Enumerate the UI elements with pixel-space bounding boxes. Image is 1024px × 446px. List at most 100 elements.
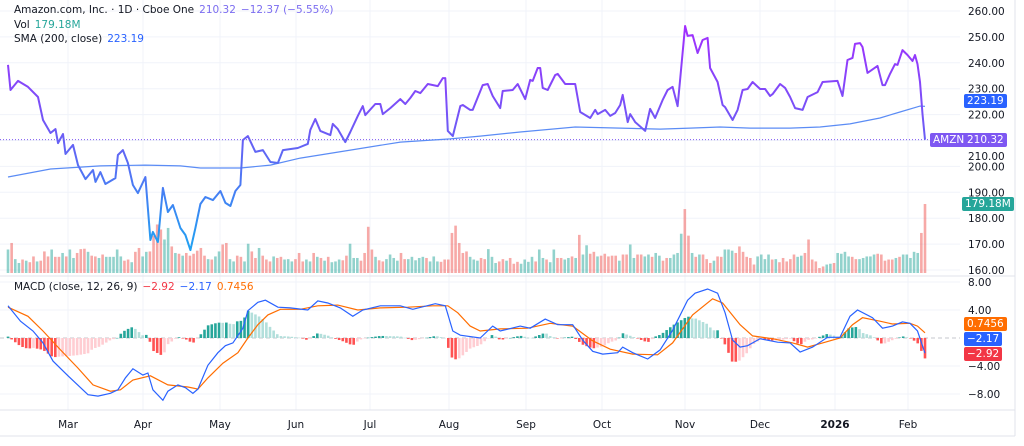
volume-bar xyxy=(345,255,348,273)
volume-bar xyxy=(214,256,217,273)
volume-bar xyxy=(861,257,865,273)
volume-legend[interactable]: Vol 179.18M xyxy=(14,18,86,32)
volume-bar xyxy=(654,252,658,273)
volume-bar xyxy=(330,262,334,273)
macd-histogram-bar xyxy=(356,338,359,342)
macd-histogram-bar xyxy=(123,330,126,338)
volume-bar xyxy=(709,262,712,273)
macd-histogram-bar xyxy=(32,338,35,348)
macd-histogram-bar xyxy=(64,338,68,357)
macd-histogram-bar xyxy=(214,323,217,338)
volume-bar xyxy=(472,259,476,273)
price-axis-label: 210.00 xyxy=(968,151,1005,163)
volume-bar xyxy=(516,261,519,273)
volume-bar xyxy=(174,252,177,273)
volume-bar xyxy=(563,259,567,273)
sma-legend[interactable]: SMA (200, close) 223.19 xyxy=(14,32,149,46)
macd-histogram-bar xyxy=(749,338,752,349)
sma-label: SMA (200, close) xyxy=(14,33,103,45)
macd-value: −2.17 xyxy=(179,281,212,293)
volume-bar xyxy=(716,256,719,273)
volume-bar xyxy=(661,260,665,273)
volume-bar xyxy=(581,254,585,273)
volume-bar xyxy=(858,259,861,273)
volume-bar xyxy=(246,243,250,273)
macd-histogram-bar xyxy=(104,338,108,343)
volume-bar xyxy=(279,256,283,273)
macd-histogram-bar xyxy=(450,338,454,358)
macd-histogram-bar xyxy=(54,338,57,358)
macd-histogram-bar xyxy=(319,333,323,338)
volume-bar xyxy=(119,256,123,273)
volume-bar xyxy=(217,251,221,273)
macd-signal-value: 0.7456 xyxy=(216,281,254,293)
macd-histogram-bar xyxy=(35,338,39,349)
signal-tag: 0.7456 xyxy=(964,317,1007,331)
volume-bar xyxy=(468,256,472,273)
volume-bar xyxy=(618,260,621,273)
macd-histogram-bar xyxy=(17,338,21,346)
volume-bar xyxy=(679,233,683,273)
volume-bar xyxy=(421,256,425,273)
macd-histogram-bar xyxy=(301,338,305,339)
volume-bar xyxy=(406,259,410,273)
time-axis-label: Sep xyxy=(516,419,536,431)
signal-line xyxy=(7,298,926,392)
volume-bar xyxy=(348,243,352,273)
volume-bar xyxy=(730,250,734,273)
volume-bar xyxy=(501,259,505,273)
volume-bar xyxy=(596,256,599,273)
macd-histogram-bar xyxy=(643,338,647,342)
macd-histogram-bar xyxy=(225,322,228,338)
symbol-line[interactable]: Amazon.com, Inc. · 1D · Cboe One xyxy=(14,4,195,16)
macd-histogram-bar xyxy=(410,338,414,341)
volume-bar xyxy=(297,252,301,273)
macd-histogram-bar xyxy=(399,336,403,338)
sma-line xyxy=(7,105,926,178)
macd-histogram-bar xyxy=(385,336,388,338)
macd-axis-label: 4.00 xyxy=(968,305,991,317)
volume-bar xyxy=(72,257,75,273)
macd-histogram-bar xyxy=(97,338,101,347)
macd-histogram-bar xyxy=(741,338,745,358)
macd-histogram-bar xyxy=(716,330,719,338)
volume-bar xyxy=(206,259,210,273)
macd-histogram-bar xyxy=(297,337,301,339)
axes[interactable]: 260.00 250.00 240.00 230.00 220.00 210.00200.… xyxy=(58,6,1005,431)
macd-histogram-bar xyxy=(279,336,283,338)
volume-bar xyxy=(257,247,261,273)
macd-histogram-bar xyxy=(516,336,519,338)
macd-histogram-bar xyxy=(898,337,901,338)
macd-histogram-bar xyxy=(712,330,716,338)
macd-histogram-bar xyxy=(785,338,789,340)
macd-histogram-bar xyxy=(396,336,399,338)
macd-histogram-bar xyxy=(767,338,770,341)
sma-tag: 223.19 xyxy=(964,94,1007,108)
volume-bar xyxy=(152,235,155,273)
macd-histogram-bar xyxy=(290,336,294,338)
volume-bar xyxy=(388,254,392,273)
volume-bar xyxy=(50,249,53,273)
macd-histogram-bar xyxy=(192,338,195,343)
volume-tag: 179.18M xyxy=(962,197,1014,211)
volume-bar xyxy=(108,256,112,273)
price-change: −12.37 (−5.55%) xyxy=(240,4,334,16)
macd-histogram-bar xyxy=(323,334,326,338)
volume-bar xyxy=(101,254,104,273)
macd-histogram-bar xyxy=(181,338,184,339)
macd-histogram-bar xyxy=(679,320,683,338)
price-axis-label: 240.00 xyxy=(968,58,1005,70)
volume-bar xyxy=(683,209,687,273)
macd-legend[interactable]: MACD (close, 12, 26, 9) −2.92 −2.17 0.7456 xyxy=(14,280,259,294)
macd-histogram-bar xyxy=(650,338,654,340)
price-axis-label: 250.00 xyxy=(968,32,1005,44)
macd-histogram-bar xyxy=(203,329,206,338)
series-lines xyxy=(0,25,930,402)
macd-histogram-bar xyxy=(112,338,115,340)
volume-bar xyxy=(305,259,308,273)
macd-histogram-bar xyxy=(308,338,312,339)
macd-histogram-bar xyxy=(639,338,643,340)
macd-histogram-bar xyxy=(658,335,661,338)
macd-histogram-bar xyxy=(243,317,246,338)
